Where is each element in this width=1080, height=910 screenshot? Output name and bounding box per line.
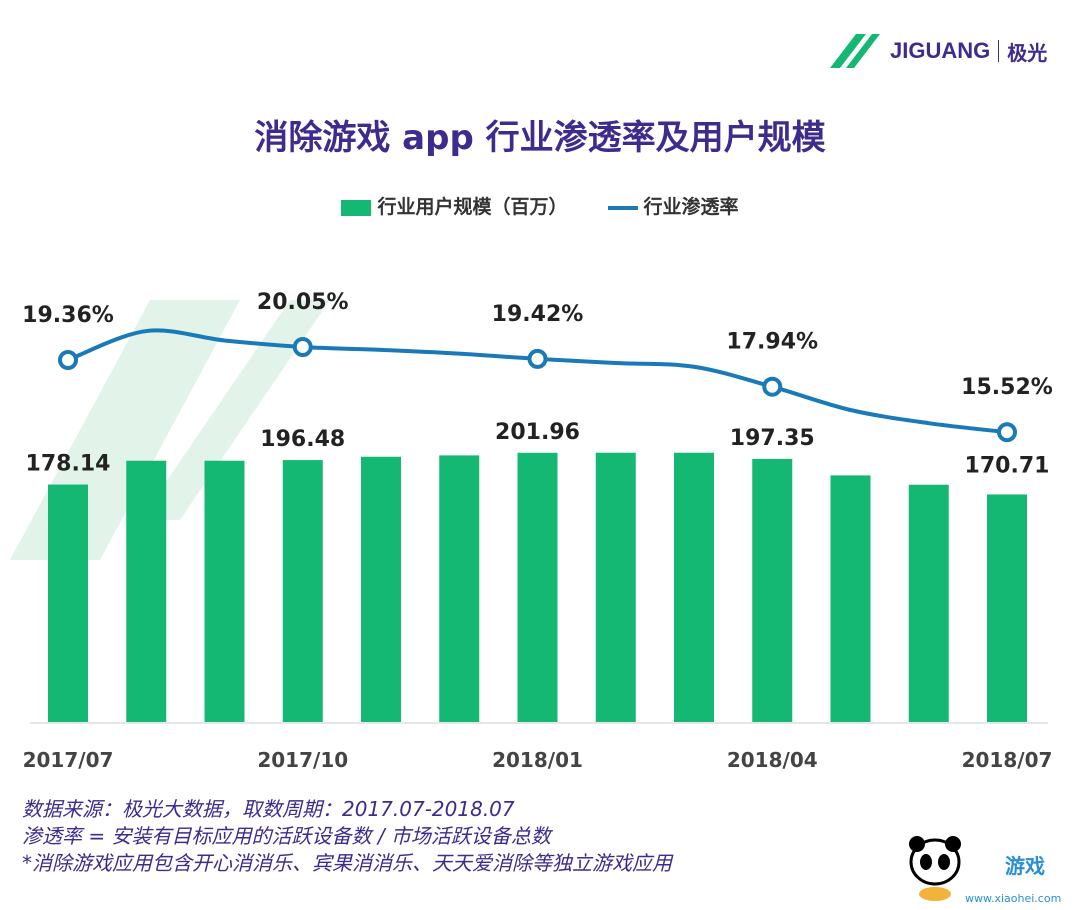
bar — [517, 452, 558, 722]
bar-label: 196.48 — [260, 427, 345, 452]
line-marker — [997, 422, 1017, 443]
bar-label: 170.71 — [965, 453, 1050, 478]
legend-swatch-line — [607, 205, 638, 210]
x-tick-label: 2018/07 — [962, 748, 1053, 772]
bar-label: 197.35 — [730, 426, 815, 451]
legend-swatch-bar — [341, 199, 372, 216]
line-label: 20.05% — [257, 290, 349, 315]
xiaohei-text: 游戏 — [1005, 854, 1045, 878]
x-tick-label: 2017/10 — [257, 748, 348, 772]
bar-label: 178.14 — [26, 452, 111, 477]
watermark-logo-icon — [10, 300, 330, 560]
bar — [204, 460, 245, 722]
line-label: 19.42% — [492, 302, 584, 327]
bar — [987, 494, 1027, 722]
panda-icon — [909, 836, 961, 901]
note-definition: 渗透率 = 安装有目标应用的活跃设备数 / 市场活跃设备总数 — [22, 824, 551, 848]
x-tick-label: 2018/04 — [727, 748, 818, 772]
line-label: 19.36% — [22, 303, 114, 328]
line-label: 17.94% — [726, 330, 818, 355]
note-scope: *消除游戏应用包含开心消消乐、宾果消消乐、天天爱消除等独立游戏应用 — [22, 851, 672, 875]
legend-item-penetration: 行业渗透率 — [607, 192, 739, 219]
line-label: 15.52% — [961, 375, 1053, 400]
line-marker — [762, 376, 783, 397]
legend-item-users: 行业用户规模（百万） — [341, 192, 568, 219]
line-marker — [58, 350, 78, 370]
bar — [361, 456, 401, 722]
jiguang-logo-icon — [830, 34, 880, 68]
bar — [439, 455, 480, 722]
bar — [282, 460, 323, 722]
line-marker — [292, 337, 313, 358]
bar — [595, 452, 636, 722]
logo-text: JIGUANG — [890, 38, 991, 63]
notes: 数据来源：极光大数据，取数周期：2017.07-2018.07 渗透率 = 安装… — [22, 796, 672, 877]
x-tick-label: 2018/01 — [492, 748, 583, 772]
logo-divider — [998, 40, 1000, 62]
legend-label-penetration: 行业渗透率 — [643, 196, 739, 218]
bar-label: 201.96 — [495, 420, 580, 445]
x-tick-label: 2017/07 — [23, 748, 114, 772]
bar — [752, 458, 793, 722]
bar — [126, 460, 167, 722]
xiaohei-logo: 游戏 www.xiaohei.com — [905, 832, 1075, 907]
xiaohei-url: www.xiaohei.com — [965, 892, 1062, 905]
bar — [830, 475, 871, 722]
legend: 行业用户规模（百万） 行业渗透率 — [0, 192, 1080, 219]
note-source: 数据来源：极光大数据，取数周期：2017.07-2018.07 — [22, 797, 515, 821]
logo-cn: 极光 — [1007, 40, 1048, 65]
legend-label-users: 行业用户规模（百万） — [377, 196, 568, 218]
bar — [674, 452, 714, 722]
line-marker — [527, 348, 548, 369]
jiguang-logo: JIGUANG 极光 — [826, 28, 1047, 74]
chart-title: 消除游戏 app 行业渗透率及用户规模 — [254, 118, 826, 158]
bar — [908, 484, 949, 722]
bar — [48, 484, 88, 722]
